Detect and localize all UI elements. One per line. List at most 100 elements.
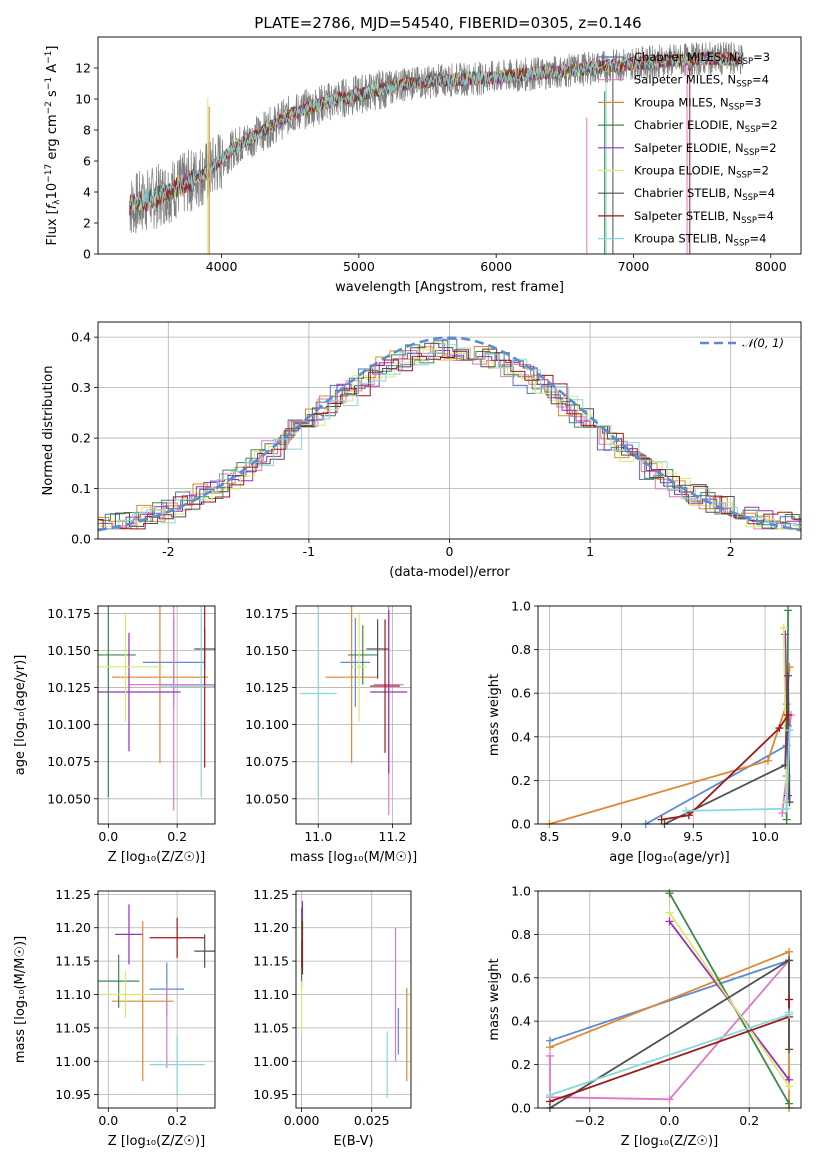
model-line (129, 50, 744, 211)
x-tick-label: -1 (303, 544, 315, 559)
y-tick-label: 0.2 (71, 431, 91, 446)
y-tick-label: 0.1 (71, 481, 91, 496)
y-tick-label: 10.125 (47, 680, 91, 695)
weight-line (668, 912, 790, 1087)
x-tick-label: 0.0 (660, 1113, 680, 1128)
legend-label: Kroupa ELODIE, NSSP=2 (634, 164, 769, 181)
x-axis-label: (data-model)/error (389, 565, 510, 580)
legend-label: Salpeter MILES, NSSP=4 (634, 73, 769, 90)
legend-label: Kroupa MILES, NSSP=3 (634, 95, 761, 112)
y-axis-label: mass weight (487, 674, 502, 756)
weight-marker (785, 1082, 794, 1091)
x-tick-label: 9.0 (611, 829, 631, 844)
weight-marker (781, 630, 790, 639)
data-spectrum-line (129, 41, 744, 234)
y-tick-label: 11.15 (253, 954, 289, 969)
y-tick-label: 0.0 (511, 817, 531, 832)
histogram-step (98, 350, 801, 530)
x-tick-label: 8000 (755, 259, 787, 274)
weight-marker (785, 995, 794, 1004)
mass-weight-vs-Z-panel: −0.2 0.0 0.2 0.0 0.2 0.4 0.6 0.8 1.0 Z [log₁₀(Z/Z… (487, 884, 802, 1149)
x-tick-label: -2 (162, 544, 174, 559)
weight-marker (682, 806, 691, 815)
y-tick-label: 10.95 (55, 1087, 91, 1102)
x-tick-label: −0.2 (575, 1113, 605, 1128)
x-tick-label: 0.2 (167, 829, 187, 844)
x-tick-label: 4000 (206, 259, 238, 274)
weight-marker (657, 815, 666, 824)
legend-label: Chabrier ELODIE, NSSP=2 (634, 118, 778, 135)
mass-weight-vs-age-panel: 8.5 9.0 9.5 10.0 0.0 0.2 0.4 0.6 0.8 1.0 age [log₁… (487, 599, 802, 865)
x-tick-label: 0.000 (284, 1113, 320, 1128)
weight-marker (784, 711, 793, 719)
x-tick-label: 0 (446, 544, 454, 559)
weight-marker (684, 811, 693, 820)
legend-label: Salpeter ELODIE, NSSP=2 (634, 141, 777, 158)
x-tick-label: 0.2 (167, 1113, 187, 1128)
weight-marker (665, 908, 674, 917)
age-vs-mass-panel: 11.0 11.2 10.050 10.075 10.100 10.125 10.150 10… (245, 605, 417, 865)
y-tick-label: 10.100 (47, 717, 91, 732)
x-axis-label: Z [log₁₀(Z/Z☉)] (621, 1134, 718, 1149)
y-tick-label: 11.10 (55, 987, 91, 1002)
y-tick-label: 8 (83, 123, 91, 138)
x-tick-label: 10.0 (751, 829, 779, 844)
mass-vs-Z-panel: 0.0 0.2 10.95 11.00 11.05 11.10 11.15 11.20 11.2… (13, 887, 216, 1149)
y-tick-label: 10.075 (245, 754, 289, 769)
y-tick-label: 11.00 (253, 1054, 289, 1069)
y-tick-label: 11.25 (253, 887, 289, 902)
weight-marker (785, 1045, 794, 1054)
y-tick-label: 1.0 (511, 884, 531, 899)
weight-marker (763, 756, 772, 765)
weight-marker (785, 726, 794, 735)
x-tick-label: 9.5 (683, 829, 703, 844)
y-tick-label: 11.25 (55, 887, 91, 902)
x-axis-label: wavelength [Angstrom, rest frame] (335, 280, 564, 295)
weight-marker (778, 809, 787, 818)
y-tick-label: 0.0 (511, 1101, 531, 1116)
weight-line (549, 666, 791, 824)
y-tick-label: 0.3 (71, 380, 91, 395)
weight-marker (782, 804, 791, 813)
y-tick-label: 0.2 (511, 773, 531, 788)
x-tick-label: 5000 (343, 259, 375, 274)
y-tick-label: 10.95 (253, 1087, 289, 1102)
residuals-panel: -2 -1 0 1 2 0.0 0.1 0.2 0.3 0.4 (data-model)/error… (41, 321, 802, 580)
weight-marker (785, 956, 794, 965)
mass-vs-EBV-panel: 0.000 0.025 10.95 11.00 11.05 11.10 11.15 11.20… (253, 887, 412, 1149)
weight-line (661, 714, 789, 821)
x-axis-label: mass [log₁₀(M/M☉)] (290, 850, 417, 865)
y-tick-label: 11.20 (55, 920, 91, 935)
y-tick-label: 10.175 (245, 606, 289, 621)
y-tick-label: 10.050 (245, 791, 289, 806)
x-axis-label: E(B-V) (333, 1134, 373, 1149)
weight-marker (785, 1008, 794, 1017)
y-tick-label: 0.4 (511, 729, 531, 744)
y-tick-label: 0.2 (511, 1057, 531, 1072)
y-tick-label: 10.150 (245, 643, 289, 658)
weight-marker (545, 1043, 554, 1052)
axes-frame (537, 890, 802, 1109)
weight-marker (784, 671, 793, 680)
weight-marker (779, 623, 788, 632)
x-tick-label: 2 (727, 544, 735, 559)
y-tick-label: 0.6 (511, 686, 531, 701)
y-tick-label: 0.8 (511, 927, 531, 942)
legend-label: Chabrier MILES, NSSP=3 (634, 50, 770, 67)
figure-title: PLATE=2786, MJD=54540, FIBERID=0305, z=0… (254, 14, 641, 32)
legend-label: 𝒩(0, 1) (742, 336, 784, 350)
y-axis-label: age [log₁₀(age/yr)] (13, 655, 28, 776)
x-axis-label: Z [log₁₀(Z/Z☉)] (108, 1134, 205, 1149)
weight-marker (775, 724, 784, 733)
weight-marker (665, 1095, 674, 1104)
y-tick-label: 1.0 (511, 599, 531, 614)
histogram-step (98, 344, 801, 530)
axes-frame (295, 605, 412, 825)
y-axis-label: mass weight (487, 958, 502, 1040)
y-tick-label: 0 (83, 247, 91, 262)
legend-label: Kroupa STELIB, NSSP=4 (634, 232, 766, 249)
weight-marker (782, 815, 791, 824)
x-tick-label: 0.025 (354, 1113, 390, 1128)
x-tick-label: 1 (586, 544, 594, 559)
y-tick-label: 11.15 (55, 954, 91, 969)
